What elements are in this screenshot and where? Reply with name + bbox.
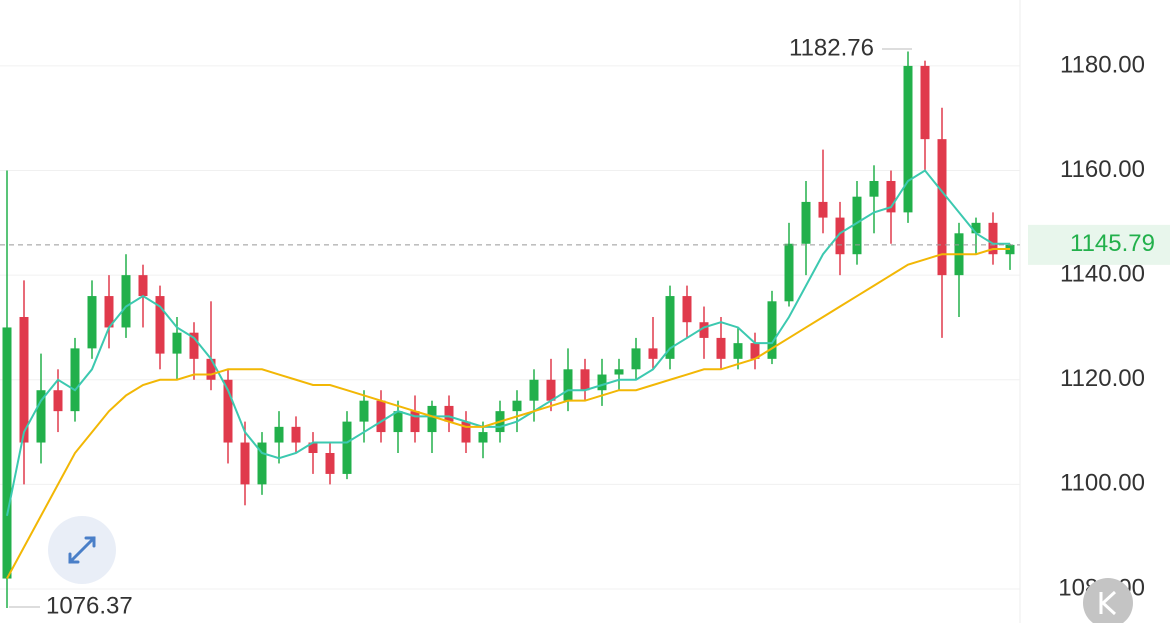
candle-body <box>648 348 658 359</box>
min-label: 1076.37 <box>46 592 133 619</box>
candle-body <box>240 442 250 485</box>
candle-body <box>427 405 437 433</box>
candle-body <box>19 316 29 443</box>
candle-body <box>631 348 641 370</box>
candle-body <box>393 411 403 433</box>
k-button[interactable] <box>1083 578 1133 623</box>
candle-body <box>920 65 930 140</box>
candle-body <box>444 405 454 422</box>
candle-body <box>784 243 794 302</box>
candle-body <box>2 327 12 579</box>
candle-body <box>376 400 386 433</box>
candle-body <box>716 337 726 359</box>
candle-body <box>767 301 777 359</box>
candle-body <box>665 296 675 359</box>
max-label: 1182.76 <box>789 34 874 61</box>
candle-body <box>971 222 981 234</box>
k-icon <box>1099 590 1117 616</box>
candle-body <box>274 426 284 443</box>
candle-body <box>189 332 199 359</box>
candle-body <box>104 296 114 328</box>
candle-body <box>87 296 97 349</box>
candle-body <box>733 343 743 359</box>
candle-body <box>410 411 420 433</box>
candle-body <box>835 217 845 255</box>
candle-body <box>937 139 947 276</box>
y-tick-label: 1100.00 <box>1060 470 1145 497</box>
candle-body <box>988 222 998 255</box>
candle-body <box>699 322 709 338</box>
candle-body <box>70 348 80 412</box>
k-button-bg <box>1083 578 1133 623</box>
candle-body <box>682 296 692 323</box>
ma-line <box>6 169 1010 516</box>
candle-body <box>291 426 301 443</box>
candle-body <box>512 400 522 412</box>
candle-body <box>818 201 828 218</box>
candle-body <box>614 369 624 375</box>
y-tick-label: 1160.00 <box>1060 156 1145 183</box>
candle-body <box>801 201 811 244</box>
candle-body <box>53 390 63 412</box>
candle-body <box>886 180 896 213</box>
candle-body <box>597 374 607 391</box>
candle-body <box>852 196 862 255</box>
candle-body <box>325 452 335 474</box>
candle-body <box>546 379 556 401</box>
current-price-tag <box>1028 224 1170 265</box>
y-tick-label: 1140.00 <box>1060 260 1145 287</box>
candle-body <box>529 379 539 401</box>
candle-body <box>342 421 352 474</box>
candle-body <box>138 275 148 297</box>
candle-body <box>206 358 216 380</box>
candle-body <box>257 442 267 485</box>
candle-body <box>308 442 318 453</box>
y-tick-label: 1120.00 <box>1060 365 1145 392</box>
current-price-label: 1145.79 <box>1070 230 1155 257</box>
candle-body <box>223 379 233 443</box>
candle-body <box>172 332 182 354</box>
candle-body <box>359 400 369 422</box>
candle-body <box>580 369 590 391</box>
candle-body <box>478 432 488 443</box>
y-tick-label: 1180.00 <box>1060 51 1145 78</box>
candle-body <box>461 421 471 443</box>
expand-icon <box>68 536 96 564</box>
candle-body <box>869 180 879 197</box>
expand-button[interactable] <box>48 516 116 584</box>
candle-body <box>563 369 573 401</box>
candle-body <box>903 65 913 213</box>
candle-body <box>36 390 46 443</box>
ma-line <box>6 247 1010 580</box>
candle-body <box>155 296 165 354</box>
candle-body <box>121 275 131 328</box>
candle-body <box>750 343 760 359</box>
